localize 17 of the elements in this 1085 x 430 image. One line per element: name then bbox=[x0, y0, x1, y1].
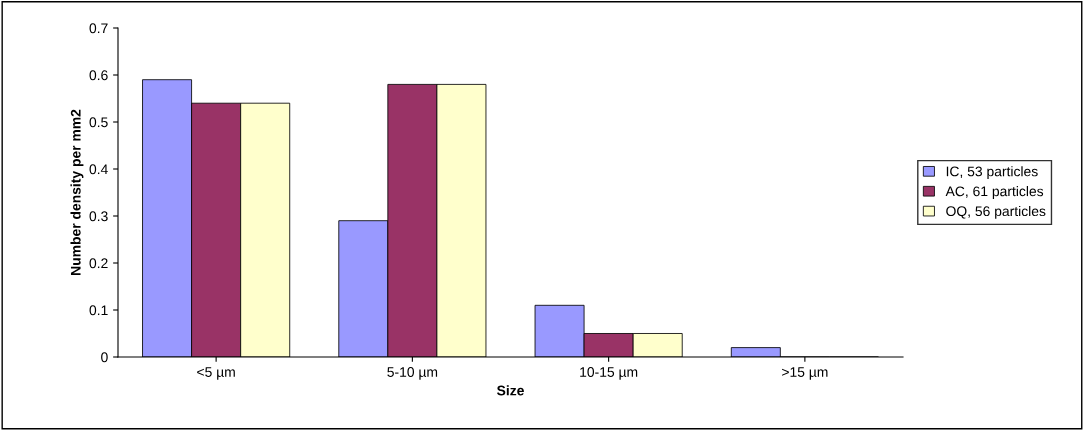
y-tick-label: 0 bbox=[101, 352, 108, 363]
y-axis-title: Number density per mm2 bbox=[70, 109, 84, 275]
legend-label: OQ, 56 particles bbox=[946, 205, 1046, 219]
x-tick-label: 5-10 µm bbox=[387, 367, 438, 380]
y-tick-label: 0.5 bbox=[89, 117, 108, 128]
y-tick-label: 0.3 bbox=[89, 211, 108, 222]
y-tick-label: 0.2 bbox=[89, 258, 108, 269]
legend-label: AC, 61 particles bbox=[945, 186, 1044, 199]
x-tick-label: 10-15 µm bbox=[580, 367, 638, 380]
x-axis-title: Size bbox=[497, 385, 524, 396]
y-tick-label: 0.4 bbox=[89, 164, 108, 175]
x-tick-label: >15 µm bbox=[782, 367, 828, 380]
y-tick-label: 0.6 bbox=[89, 70, 108, 81]
y-tick-label: 0.7 bbox=[89, 23, 108, 34]
x-tick-label: <5 µm bbox=[197, 367, 235, 380]
y-tick-label: 0.1 bbox=[89, 305, 108, 316]
legend-label: IC, 53 particles bbox=[946, 166, 1038, 180]
